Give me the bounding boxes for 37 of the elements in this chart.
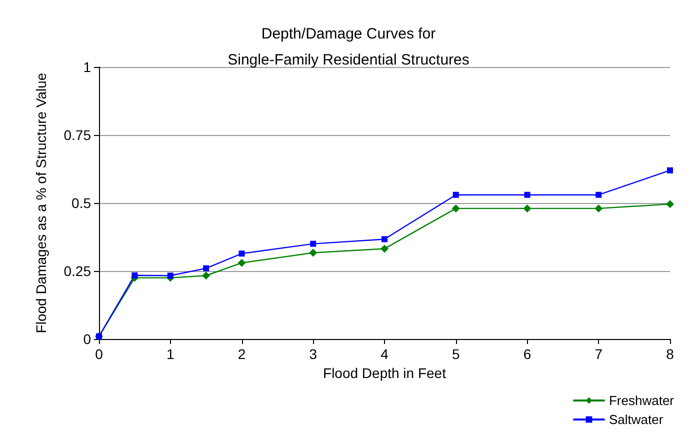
x-tick-label: 6 [523,346,532,362]
x-tick-label: 3 [309,346,318,362]
x-tick-label: 2 [238,346,246,362]
point [666,200,674,208]
point [452,204,460,212]
point [524,192,530,198]
x-axis-title: Flood Depth in Feet [323,364,446,381]
point [167,272,174,279]
point [310,240,316,247]
point [452,192,459,198]
y-tick-label: 0.25 [64,263,92,279]
y-axis-title: Flood Damages as a % of Structure Value [33,72,49,334]
y-tick-label: 1 [83,59,92,75]
point [203,265,210,272]
legend-label: Freshwater [608,393,675,408]
point [594,204,603,212]
x-tick-label: 5 [452,346,460,362]
x-tick-label: 8 [666,346,674,362]
y-tick-label: 0.75 [64,127,92,143]
point [523,204,532,212]
chart-title: Depth/Damage Curves for Single-Family Residential Structures [228,26,470,68]
y-tick-label: 0.5 [72,195,92,211]
point [596,192,602,198]
point [202,272,210,280]
point [309,248,318,257]
x-tick-label: 1 [166,346,174,362]
x-tick-label: 0 [95,346,104,362]
point [667,167,673,174]
point [132,272,138,278]
point [380,244,388,253]
point [382,236,388,242]
point [238,258,246,267]
y-tick-label: 0 [83,331,92,347]
x-tick-label: 7 [594,346,603,362]
legend-label: Saltwater [608,412,664,427]
point [238,250,245,257]
x-tick-label: 4 [380,346,389,362]
